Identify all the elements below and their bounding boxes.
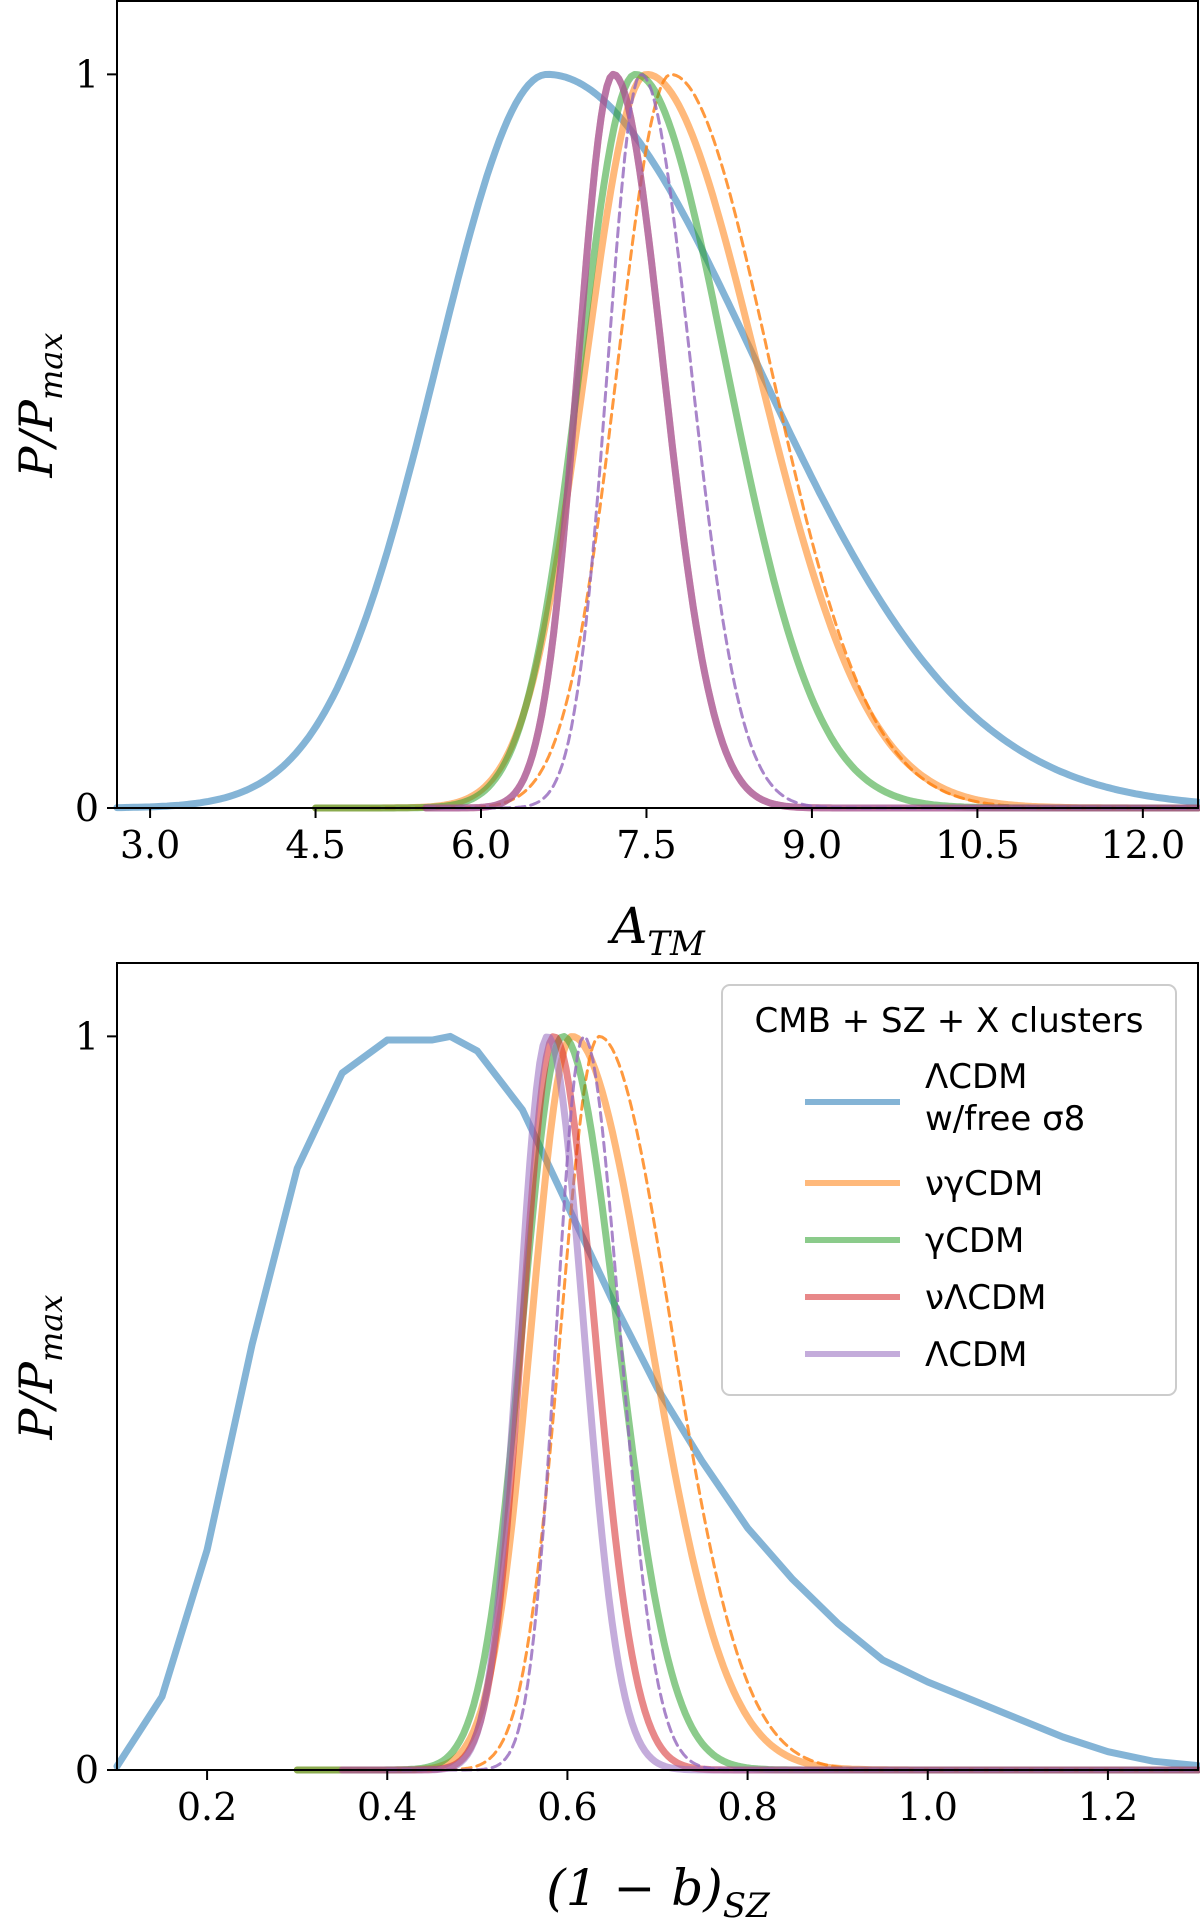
top-x-tick-label: 4.5	[285, 823, 345, 867]
top-x-tick-label: 12.0	[1101, 823, 1186, 867]
legend-title: CMB + SZ + X clusters	[755, 1001, 1144, 1041]
bottom-x-tick-label: 1.2	[1078, 1785, 1138, 1829]
top-x-ticks: 3.0 4.5 6.0 7.5 9.0 10.5 12.0	[120, 808, 1185, 867]
bottom-x-tick-label: 0.6	[537, 1785, 597, 1829]
bottom-x-ticks: 0.2 0.4 0.6 0.8 1.0 1.2	[177, 1770, 1138, 1829]
bottom-x-axis-title: (1 − b)SZ	[546, 1859, 771, 1918]
legend-label-nu-lcdm: νΛCDM	[925, 1278, 1047, 1318]
top-series-lcdm-dashed-6	[424, 73, 1200, 810]
legend-label-lcdm: ΛCDM	[925, 1335, 1028, 1375]
legend: CMB + SZ + X clusters ΛCDM w/free σ8 νγC…	[721, 984, 1177, 1396]
top-x-tick-label: 7.5	[616, 823, 676, 867]
top-series-gammacdm-3	[312, 71, 1200, 812]
top-series-lcdm-w-free-sigma8-0	[113, 70, 1200, 812]
top-plot-frame	[116, 0, 1199, 809]
top-series-nugammacdm-1	[312, 71, 1200, 812]
bottom-panel: 0.2 0.4 0.6 0.8 1.0 1.2 01 P/Pmax (1 − b)SZ C…	[9, 962, 1200, 1918]
top-series-nugammacdm-dashed-2	[369, 73, 1200, 810]
bottom-plot-frame	[116, 962, 1199, 1771]
bottom-x-tick-label: 0.2	[177, 1785, 237, 1829]
top-y-axis-title: P/Pmax	[9, 333, 70, 479]
top-curves	[113, 70, 1200, 812]
top-x-tick-label: 10.5	[935, 823, 1020, 867]
bottom-x-tick-label: 1.0	[898, 1785, 958, 1829]
legend-label-lcdm-free-sigma8-line2: w/free σ8	[925, 1099, 1085, 1139]
top-x-tick-label: 9.0	[782, 823, 842, 867]
top-y-ticks: 01	[75, 52, 117, 830]
top-x-tick-label: 6.0	[451, 823, 511, 867]
top-x-axis-title: ATM	[607, 897, 706, 964]
legend-box	[721, 984, 1177, 1396]
bottom-x-tick-label: 0.8	[717, 1785, 777, 1829]
legend-label-gamma-cdm: γCDM	[925, 1221, 1024, 1261]
bottom-series-nugammacdm-dashed-2	[340, 1034, 1200, 1772]
top-panel: 3.0 4.5 6.0 7.5 9.0 10.5 12.0 01 P/Pmax ATM	[9, 0, 1200, 964]
bottom-y-ticks: 01	[75, 1014, 117, 1792]
bottom-x-tick-label: 0.4	[357, 1785, 417, 1829]
legend-label-lcdm-free-sigma8: ΛCDM	[925, 1057, 1028, 1097]
bottom-series-lcdm-w-free-sigma8-0	[113, 1032, 1200, 1770]
bottom-y-tick-label: 1	[75, 1014, 99, 1058]
bottom-y-axis-title: P/Pmax	[9, 1295, 70, 1441]
bottom-y-tick-label: 0	[75, 1748, 99, 1792]
top-y-tick-label: 1	[75, 52, 99, 96]
legend-label-nugamma-cdm: νγCDM	[925, 1164, 1043, 1204]
top-x-tick-label: 3.0	[120, 823, 180, 867]
top-y-tick-label: 0	[75, 786, 99, 830]
